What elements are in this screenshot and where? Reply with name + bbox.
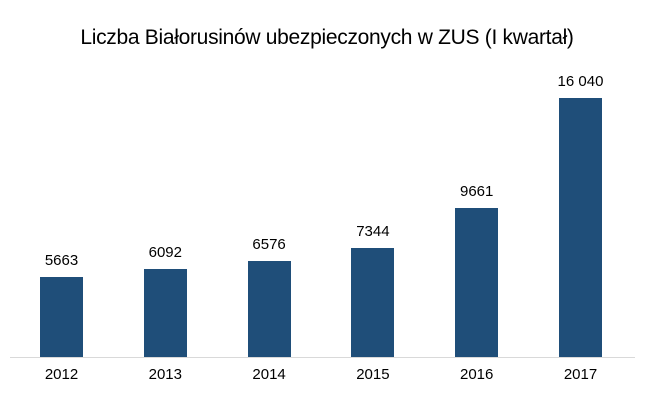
bar-value-label-2015: 7344 <box>356 223 390 240</box>
x-axis-label-2015: 2015 <box>356 366 390 383</box>
bar-2014 <box>247 261 291 357</box>
bar-value-label-2014: 6576 <box>252 236 286 253</box>
x-axis-label-2013: 2013 <box>148 366 182 383</box>
bar-value-label-2013: 6092 <box>148 244 182 261</box>
x-axis-label-2012: 2012 <box>44 366 79 383</box>
chart-title: Liczba Białorusinów ubezpieczonych w ZUS… <box>80 26 574 49</box>
x-axis-line <box>10 357 635 358</box>
x-axis-label-2017: 2017 <box>563 366 598 383</box>
bar-value-label-2012: 5663 <box>44 252 79 269</box>
bar-2015 <box>351 248 395 357</box>
bar-value-label-2016: 9661 <box>460 183 494 200</box>
x-axis-label-2016: 2016 <box>460 366 494 383</box>
bar-2012 <box>40 277 83 357</box>
bar-2016 <box>455 208 499 357</box>
bar-value-label-2017: 16 040 <box>557 73 604 90</box>
bar-2017 <box>559 98 602 357</box>
x-axis-label-2014: 2014 <box>252 366 286 383</box>
bar-2013 <box>143 269 187 357</box>
